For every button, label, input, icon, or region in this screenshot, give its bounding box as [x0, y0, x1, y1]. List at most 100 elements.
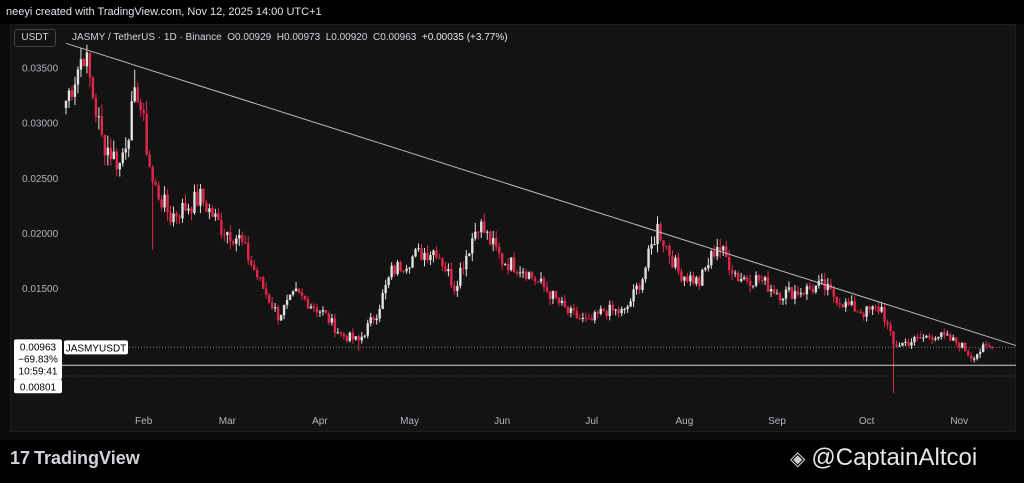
- tradingview-logo[interactable]: 17 TradingView: [10, 448, 140, 469]
- candle-body[interactable]: [369, 317, 372, 324]
- candle-body[interactable]: [441, 258, 444, 267]
- candle-body[interactable]: [757, 275, 761, 281]
- candle-body[interactable]: [336, 332, 340, 334]
- candle-body[interactable]: [527, 272, 531, 279]
- candle-body[interactable]: [907, 341, 910, 346]
- candle-body[interactable]: [751, 285, 755, 287]
- candle-body[interactable]: [949, 334, 952, 341]
- candle-body[interactable]: [575, 310, 579, 319]
- candle-body[interactable]: [952, 337, 955, 341]
- candle-body[interactable]: [650, 244, 653, 249]
- candle-body[interactable]: [763, 277, 767, 281]
- candle-body[interactable]: [115, 151, 118, 170]
- candle-body[interactable]: [345, 336, 349, 342]
- candle-body[interactable]: [459, 267, 462, 286]
- candle-body[interactable]: [70, 90, 74, 97]
- candle-body[interactable]: [560, 300, 564, 304]
- candle-body[interactable]: [955, 337, 958, 343]
- candle-body[interactable]: [348, 332, 352, 342]
- candle-body[interactable]: [241, 235, 244, 243]
- candle-body[interactable]: [925, 335, 928, 338]
- candle-body[interactable]: [130, 101, 133, 141]
- candle-body[interactable]: [647, 248, 650, 268]
- candle-body[interactable]: [462, 267, 465, 270]
- candle-body[interactable]: [351, 332, 354, 340]
- candle-body[interactable]: [489, 231, 492, 245]
- candle-body[interactable]: [668, 245, 671, 257]
- candle-body[interactable]: [202, 188, 205, 203]
- candle-body[interactable]: [548, 291, 552, 300]
- candle-body[interactable]: [784, 289, 788, 299]
- candle-body[interactable]: [64, 100, 68, 109]
- candle-body[interactable]: [686, 276, 689, 282]
- candle-body[interactable]: [850, 301, 853, 305]
- candle-body[interactable]: [719, 246, 722, 251]
- candle-body[interactable]: [626, 306, 629, 309]
- candle-body[interactable]: [279, 315, 283, 321]
- candle-body[interactable]: [417, 248, 420, 250]
- candle-body[interactable]: [934, 338, 937, 340]
- candle-body[interactable]: [112, 151, 115, 160]
- candle-body[interactable]: [874, 306, 877, 308]
- candle-body[interactable]: [745, 277, 749, 281]
- candle-body[interactable]: [736, 272, 740, 282]
- candle-body[interactable]: [880, 306, 883, 312]
- candle-body[interactable]: [928, 335, 931, 338]
- candle-body[interactable]: [354, 336, 357, 340]
- candle-body[interactable]: [524, 271, 528, 279]
- candle-body[interactable]: [781, 298, 785, 301]
- candle-body[interactable]: [967, 351, 970, 356]
- candle-body[interactable]: [76, 69, 80, 85]
- candle-body[interactable]: [226, 232, 229, 235]
- candle-body[interactable]: [536, 281, 540, 283]
- candle-body[interactable]: [294, 288, 298, 292]
- candle-body[interactable]: [450, 269, 453, 286]
- candle-body[interactable]: [381, 293, 384, 309]
- candle-body[interactable]: [91, 77, 95, 99]
- candle-body[interactable]: [808, 286, 812, 290]
- candle-body[interactable]: [961, 342, 964, 348]
- candle-body[interactable]: [611, 304, 614, 311]
- candle-body[interactable]: [835, 296, 838, 304]
- candle-body[interactable]: [497, 246, 501, 254]
- candle-body[interactable]: [913, 336, 916, 343]
- candle-body[interactable]: [474, 231, 477, 239]
- candle-body[interactable]: [232, 241, 235, 244]
- candle-body[interactable]: [632, 289, 635, 302]
- candle-body[interactable]: [235, 238, 238, 244]
- candle-body[interactable]: [300, 292, 304, 296]
- candle-body[interactable]: [772, 288, 776, 294]
- candle-body[interactable]: [500, 253, 504, 265]
- candle-body[interactable]: [596, 312, 599, 314]
- candle-body[interactable]: [509, 257, 513, 271]
- candle-body[interactable]: [898, 345, 901, 347]
- candle-body[interactable]: [778, 293, 782, 301]
- candle-body[interactable]: [515, 272, 519, 274]
- candle-body[interactable]: [883, 306, 886, 322]
- candle-body[interactable]: [142, 110, 145, 114]
- candle-body[interactable]: [551, 291, 555, 300]
- candle-body[interactable]: [480, 221, 483, 233]
- candle-body[interactable]: [802, 293, 806, 295]
- candle-body[interactable]: [127, 140, 130, 149]
- candle-body[interactable]: [635, 285, 638, 290]
- candle-body[interactable]: [342, 333, 346, 337]
- candle-body[interactable]: [160, 199, 163, 208]
- candle-body[interactable]: [892, 331, 895, 345]
- candle-body[interactable]: [145, 113, 148, 155]
- candle-body[interactable]: [181, 202, 184, 219]
- candle-body[interactable]: [163, 194, 166, 208]
- candle-body[interactable]: [360, 336, 363, 341]
- candle-body[interactable]: [465, 255, 468, 270]
- candle-body[interactable]: [375, 318, 378, 321]
- candle-body[interactable]: [695, 277, 698, 284]
- candle-body[interactable]: [972, 358, 976, 360]
- candle-body[interactable]: [285, 299, 289, 305]
- candle-body[interactable]: [742, 277, 746, 280]
- candle-body[interactable]: [258, 277, 262, 279]
- candle-body[interactable]: [321, 310, 325, 312]
- candle-body[interactable]: [990, 346, 994, 348]
- candle-body[interactable]: [641, 279, 644, 290]
- candle-body[interactable]: [557, 297, 561, 304]
- candle-body[interactable]: [399, 261, 402, 272]
